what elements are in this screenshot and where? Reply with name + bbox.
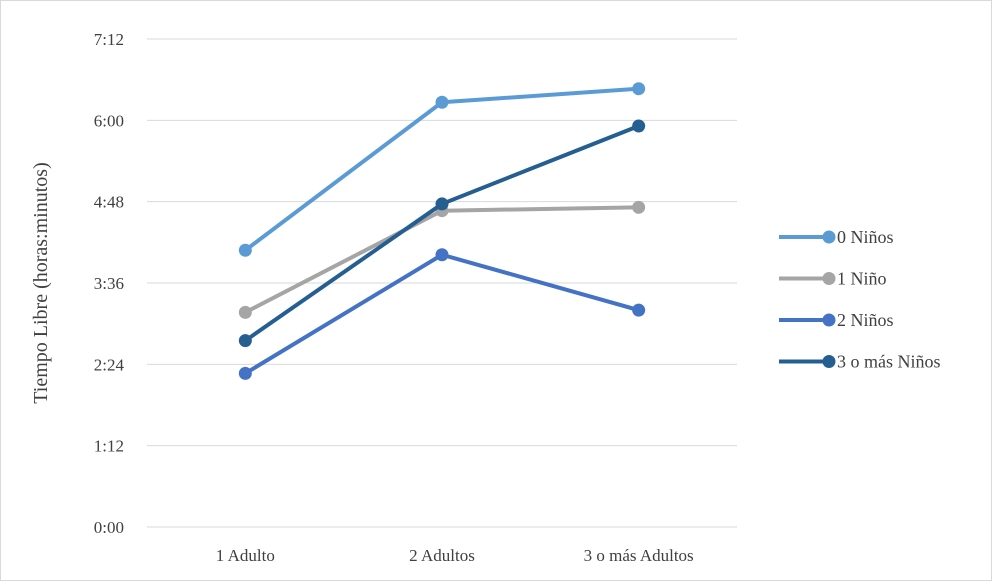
legend-swatch-marker — [822, 272, 836, 285]
series-0 — [238, 82, 646, 257]
data-point — [632, 200, 646, 214]
series-3 — [238, 119, 646, 348]
legend-item: 3 o más Niños — [779, 352, 941, 372]
series-line — [243, 123, 641, 343]
y-tick-label: 1:12 — [94, 437, 124, 456]
data-point — [238, 243, 252, 257]
data-point — [435, 248, 449, 262]
data-point — [238, 305, 252, 319]
data-point — [435, 95, 449, 109]
y-tick-label: 6:00 — [94, 111, 124, 130]
series-line — [243, 86, 641, 253]
data-point — [238, 366, 252, 380]
legend-label: 0 Niños — [837, 227, 894, 247]
legend-label: 3 o más Niños — [837, 352, 941, 372]
y-tick-label: 4:48 — [94, 193, 124, 212]
legend-item: 0 Niños — [779, 227, 894, 247]
x-axis-tick-labels: 1 Adulto 2 Adultos 3 o más Adultos — [216, 546, 694, 565]
legend-swatch-marker — [822, 230, 836, 244]
y-axis-tick-labels: 0:00 1:12 2:24 3:36 4:48 6:00 7:12 — [94, 30, 125, 537]
data-point — [632, 119, 646, 133]
x-tick-label: 1 Adulto — [216, 546, 275, 565]
x-tick-label: 2 Adultos — [409, 546, 475, 565]
legend-swatch-marker — [822, 355, 836, 368]
legend-item: 2 Niños — [779, 310, 894, 330]
y-tick-label: 2:24 — [94, 355, 125, 374]
y-tick-label: 0:00 — [94, 518, 124, 537]
data-point — [435, 197, 449, 211]
data-point — [632, 82, 646, 96]
legend-label: 2 Niños — [837, 310, 894, 330]
data-point — [238, 334, 252, 348]
x-tick-label: 3 o más Adultos — [584, 546, 694, 565]
legend: 0 Niños 1 Niño 2 Niños 3 o más Niños — [779, 227, 941, 372]
y-axis-label: Tiempo Libre (horas:minutos) — [30, 162, 52, 403]
series-2 — [238, 248, 646, 380]
series-lines — [238, 82, 646, 380]
y-tick-label: 3:36 — [94, 274, 124, 293]
legend-item: 1 Niño — [779, 269, 887, 289]
series-line — [243, 252, 641, 376]
gridlines — [147, 38, 737, 528]
data-point — [632, 303, 646, 317]
y-tick-label: 7:12 — [94, 30, 124, 49]
legend-swatch-marker — [822, 313, 836, 327]
legend-label: 1 Niño — [837, 269, 887, 289]
